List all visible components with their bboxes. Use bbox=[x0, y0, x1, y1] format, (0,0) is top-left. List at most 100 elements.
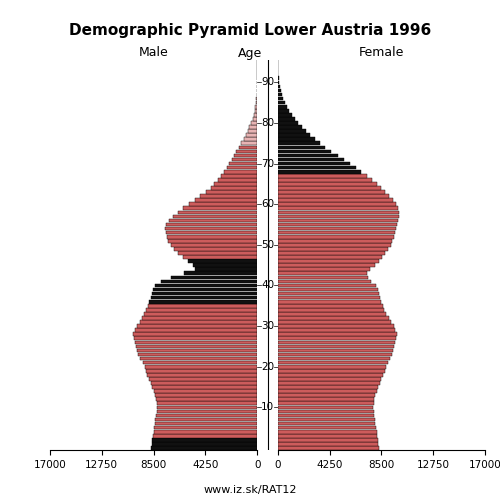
Bar bbox=[278, 113, 292, 116]
Bar bbox=[152, 438, 257, 442]
Bar bbox=[206, 190, 257, 194]
Bar bbox=[214, 182, 257, 186]
Bar bbox=[229, 162, 257, 166]
Bar bbox=[278, 336, 396, 340]
Bar bbox=[278, 377, 382, 380]
Bar bbox=[278, 398, 374, 401]
Bar bbox=[278, 292, 379, 296]
Bar bbox=[278, 352, 392, 356]
Text: www.iz.sk/RAT12: www.iz.sk/RAT12 bbox=[203, 485, 297, 495]
Bar bbox=[183, 255, 257, 259]
Bar bbox=[234, 154, 257, 158]
Bar bbox=[278, 84, 280, 88]
Bar bbox=[278, 312, 386, 316]
Text: 30: 30 bbox=[261, 321, 274, 331]
Bar bbox=[278, 276, 368, 279]
Bar bbox=[156, 418, 257, 422]
Bar bbox=[278, 76, 279, 80]
Bar bbox=[155, 394, 257, 397]
Bar bbox=[278, 328, 396, 332]
Bar bbox=[148, 304, 257, 308]
Bar bbox=[278, 125, 302, 129]
Bar bbox=[150, 300, 257, 304]
Text: 40: 40 bbox=[261, 280, 274, 290]
Bar bbox=[278, 154, 338, 158]
Bar bbox=[246, 134, 257, 137]
Bar bbox=[254, 113, 257, 116]
Bar bbox=[278, 92, 282, 96]
Bar bbox=[256, 101, 257, 104]
Bar bbox=[278, 373, 384, 376]
Bar bbox=[166, 222, 257, 226]
Bar bbox=[278, 280, 371, 283]
Text: Demographic Pyramid Lower Austria 1996: Demographic Pyramid Lower Austria 1996 bbox=[69, 22, 431, 38]
Bar bbox=[278, 361, 388, 364]
Bar bbox=[278, 255, 382, 259]
Bar bbox=[278, 210, 399, 214]
Bar bbox=[134, 340, 257, 344]
Bar bbox=[278, 434, 377, 438]
Bar bbox=[278, 97, 283, 100]
Bar bbox=[178, 251, 257, 255]
Bar bbox=[278, 218, 398, 222]
Bar bbox=[278, 296, 380, 300]
Bar bbox=[134, 328, 257, 332]
Bar bbox=[211, 186, 257, 190]
Bar bbox=[278, 251, 385, 255]
Bar bbox=[278, 101, 285, 104]
Text: 70: 70 bbox=[261, 158, 274, 168]
Bar bbox=[278, 442, 378, 446]
Bar bbox=[152, 442, 257, 446]
Bar bbox=[278, 406, 373, 409]
Bar bbox=[151, 381, 257, 385]
Bar bbox=[146, 369, 257, 372]
Bar bbox=[278, 105, 287, 108]
Title: Female: Female bbox=[358, 46, 404, 59]
Bar bbox=[278, 142, 320, 145]
Bar bbox=[278, 394, 376, 397]
Bar bbox=[278, 166, 356, 170]
Bar bbox=[278, 206, 398, 210]
Bar bbox=[278, 272, 367, 275]
Bar bbox=[195, 268, 257, 271]
Bar bbox=[278, 430, 376, 434]
Bar bbox=[278, 422, 376, 426]
Bar bbox=[278, 264, 376, 267]
Title: Male: Male bbox=[138, 46, 168, 59]
Bar bbox=[254, 109, 257, 112]
Bar bbox=[278, 369, 385, 372]
Bar bbox=[152, 385, 257, 389]
Bar bbox=[226, 166, 257, 170]
Text: 80: 80 bbox=[261, 118, 274, 128]
Bar bbox=[278, 410, 374, 413]
Bar bbox=[183, 206, 257, 210]
Bar bbox=[278, 170, 361, 173]
Bar bbox=[278, 340, 396, 344]
Bar bbox=[278, 390, 376, 393]
Text: 90: 90 bbox=[261, 78, 274, 88]
Bar bbox=[137, 324, 257, 328]
Bar bbox=[170, 276, 257, 279]
Bar bbox=[146, 308, 257, 312]
Bar bbox=[278, 109, 289, 112]
Bar bbox=[278, 235, 394, 238]
Bar bbox=[278, 316, 388, 320]
Bar bbox=[239, 146, 257, 149]
Bar bbox=[166, 231, 257, 234]
Bar bbox=[278, 438, 378, 442]
Bar bbox=[221, 174, 257, 178]
Bar bbox=[278, 146, 326, 149]
Bar bbox=[134, 336, 257, 340]
Bar bbox=[278, 247, 388, 250]
Bar bbox=[278, 320, 391, 324]
Bar bbox=[173, 214, 257, 218]
Bar bbox=[278, 284, 376, 288]
Bar bbox=[278, 178, 372, 182]
Bar bbox=[154, 430, 257, 434]
Bar bbox=[145, 365, 257, 368]
Bar bbox=[278, 357, 390, 360]
Bar bbox=[278, 88, 281, 92]
Bar bbox=[278, 202, 396, 206]
Bar bbox=[278, 402, 374, 405]
Bar bbox=[218, 178, 257, 182]
